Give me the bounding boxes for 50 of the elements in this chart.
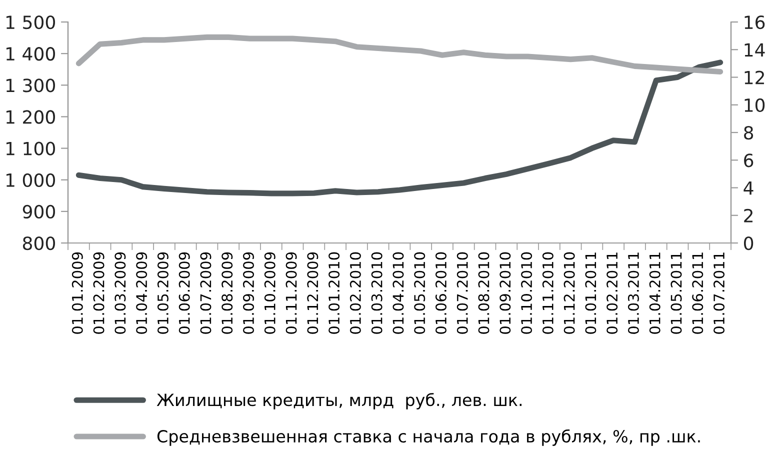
x-tick-label: 01.12.2010 [564, 252, 575, 334]
x-tick-label: 01.04.2011 [649, 252, 660, 334]
x-tick-label: 01.02.2009 [93, 252, 104, 334]
x-tick-label: 01.02.2011 [606, 252, 618, 334]
x-tick-label: 01.07.2010 [456, 252, 468, 334]
y2-tick-label: 0 [744, 236, 754, 250]
y-tick-label: 900 [22, 204, 55, 219]
y2-tick-label: 6 [744, 154, 754, 168]
legend-label: Средневзвешенная ставка с начала года в рублях, %, пр .шк. [157, 429, 700, 446]
x-tick-label: 01.05.2010 [414, 252, 426, 334]
x-tick-label: 01.10.2010 [521, 252, 532, 334]
legend-label: Жилищные кредиты, млрд руб., лев. шк. [156, 393, 522, 410]
x-tick-label: 01.07.2009 [200, 252, 212, 334]
x-tick-label: 01.03.2011 [628, 252, 639, 334]
x-tick-label: 01.08.2009 [222, 252, 233, 334]
x-tick-label: 01.07.2011 [714, 252, 725, 334]
x-tick-label: 01.06.2009 [178, 252, 190, 334]
y-tick-label: 1 500 [6, 15, 55, 30]
x-tick-label: 01.05.2009 [157, 252, 168, 334]
x-tick-label: 01.05.2011 [670, 252, 682, 334]
x-tick-label: 01.09.2010 [500, 252, 511, 334]
y2-tick-label: 4 [744, 181, 754, 195]
x-tick-label: 01.02.2010 [350, 252, 361, 334]
x-tick-label: 01.03.2010 [371, 252, 382, 334]
x-tick-label: 01.04.2010 [392, 252, 404, 334]
y-tick-label: 800 [22, 236, 55, 250]
x-tick-label: 01.12.2009 [307, 252, 318, 334]
x-tick-label: 01.10.2009 [264, 252, 276, 334]
y-tick-label: 1 000 [6, 173, 55, 187]
x-tick-label: 01.06.2011 [692, 252, 704, 334]
x-tick-label: 01.01.2011 [585, 252, 596, 334]
y2-tick-label: 16 [744, 15, 765, 30]
y2-tick-label: 10 [744, 98, 765, 112]
x-tick-label: 01.06.2010 [435, 252, 447, 334]
y2-tick-label: 8 [744, 126, 754, 140]
y-tick-label: 1 400 [6, 47, 55, 61]
y2-tick-label: 14 [744, 43, 765, 56]
x-tick-label: 01.11.2009 [286, 252, 297, 334]
x-tick-label: 01.04.2009 [136, 252, 148, 334]
y-tick-label: 1 100 [6, 142, 55, 156]
y-tick-label: 1 200 [6, 110, 55, 124]
x-tick-label: 01.08.2010 [478, 252, 490, 334]
y2-tick-label: 2 [744, 208, 752, 222]
y-tick-label: 1 300 [6, 78, 55, 92]
x-tick-label: 01.01.2010 [328, 252, 340, 334]
x-tick-label: 01.09.2009 [242, 252, 254, 334]
x-tick-label: 01.03.2009 [114, 252, 126, 334]
y2-tick-label: 12 [744, 70, 764, 84]
x-tick-label: 01.11.2010 [542, 252, 554, 334]
x-tick-label: 01.01.2009 [72, 252, 83, 334]
